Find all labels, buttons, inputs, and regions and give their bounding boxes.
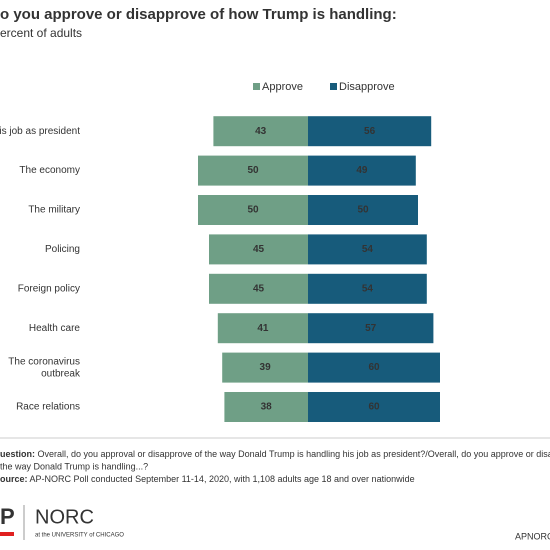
bar [308,234,427,265]
chart-title: o you approve or disapprove of how Trump… [0,6,397,23]
chart-subtitle: ercent of adults [0,26,82,40]
value-label: 38 [261,402,273,413]
legend-swatch [253,83,260,90]
category-label: The military [28,205,80,216]
question-note: uestion: Overall, do you approval or dis… [0,449,550,459]
norc-logo: NORC [35,506,94,528]
value-label: 39 [260,362,272,373]
question-line2: the way Donald Trump is handling...? [0,461,148,471]
category-label: Policing [45,244,80,255]
value-label: 43 [255,126,267,137]
source-label: ource: [0,474,28,484]
source-note: ource: AP-NORC Poll conducted September … [0,474,415,484]
value-label: 60 [368,402,380,413]
bar [209,234,308,265]
value-label: 56 [364,126,376,137]
bar [308,273,427,304]
value-label: 41 [257,323,269,334]
bar [308,352,440,383]
category-label: His job as president [0,126,80,137]
category-label: The economy [19,165,80,176]
bar [222,352,308,383]
bar [224,392,308,422]
handle: APNORC [515,531,550,541]
category-label-line: outbreak [41,368,81,379]
value-label: 50 [357,205,369,216]
legend-label: Disapprove [339,81,395,93]
value-label: 45 [253,244,265,255]
category-label: Race relations [16,402,80,413]
category-label-line: The coronavirus [8,356,80,367]
value-label: 57 [365,323,377,334]
bar [308,155,416,186]
bar [308,116,432,147]
value-label: 50 [247,165,259,176]
bar [209,273,308,304]
question-text: Overall, do you approval or disapprove o… [35,449,550,459]
category-label: The coronavirus outbreak [8,356,81,379]
bar [198,155,308,186]
value-label: 49 [356,165,368,176]
bar [308,313,434,344]
legend-swatch [330,83,337,90]
bar [217,313,308,344]
bar [308,195,418,225]
category-label: Health care [29,323,81,334]
value-label: 54 [362,244,374,255]
bar [198,195,308,225]
category-label: Foreign policy [18,283,80,294]
ap-logo: P [0,504,15,529]
value-label: 60 [368,362,380,373]
value-label: 54 [362,283,374,294]
ap-logo-bar [0,532,14,536]
bar [308,392,440,422]
norc-sub: at the UNIVERSITY of CHICAGO [35,533,124,539]
legend-label: Approve [262,81,303,93]
source-text: AP-NORC Poll conducted September 11-14, … [28,474,415,484]
value-label: 45 [253,283,265,294]
value-label: 50 [247,205,259,216]
bar [213,116,308,147]
question-label: uestion: [0,449,35,459]
